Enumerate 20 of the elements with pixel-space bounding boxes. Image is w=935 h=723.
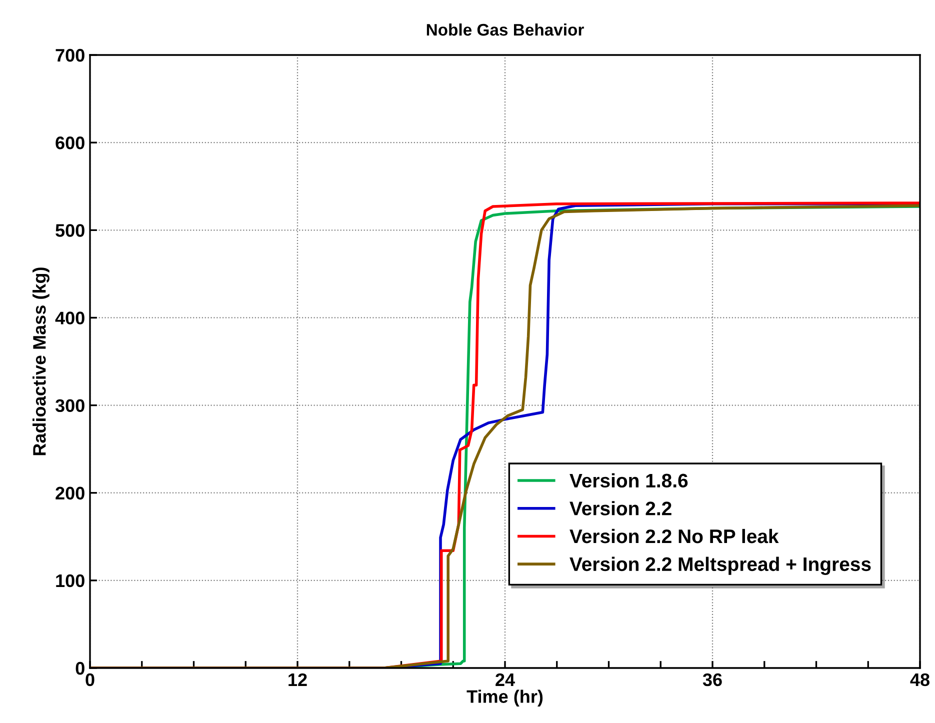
y-tick-label: 400 bbox=[55, 312, 84, 324]
y-axis-title: Radioactive Mass (kg) bbox=[32, 268, 50, 456]
legend-label: Version 2.2 Meltspread + Ingress bbox=[570, 556, 871, 575]
x-tick-label: 48 bbox=[910, 673, 930, 686]
y-tick-label: 300 bbox=[55, 399, 84, 412]
x-tick-label: 36 bbox=[702, 673, 722, 686]
y-tick-label: 200 bbox=[56, 486, 84, 500]
legend-label: Version 2.2 bbox=[570, 501, 672, 516]
x-tick-label: 24 bbox=[496, 673, 515, 686]
chart-title: Noble Gas Behavior bbox=[426, 23, 584, 36]
y-tick-label: 600 bbox=[56, 136, 84, 150]
y-tick-label: 500 bbox=[56, 224, 84, 237]
legend-label: Version 1.8.6 bbox=[570, 473, 688, 488]
y-tick-label: 0 bbox=[76, 662, 84, 675]
x-tick-label: 0 bbox=[86, 673, 94, 686]
x-axis-title: Time (hr) bbox=[466, 690, 543, 707]
y-tick-label: 700 bbox=[56, 48, 84, 62]
legend-label: Version 2.2 No RP leak bbox=[570, 528, 779, 544]
x-tick-label: 12 bbox=[288, 673, 307, 686]
y-tick-label: 100 bbox=[56, 574, 84, 588]
